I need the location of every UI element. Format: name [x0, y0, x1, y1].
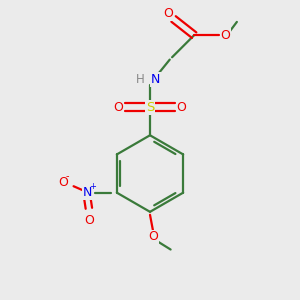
Text: O: O [148, 230, 158, 243]
Text: O: O [58, 176, 68, 189]
Text: H: H [136, 73, 145, 86]
Text: O: O [177, 101, 186, 114]
Text: O: O [114, 101, 123, 114]
Text: +: + [89, 182, 96, 191]
Text: O: O [84, 214, 94, 226]
Text: S: S [146, 101, 154, 114]
Text: O: O [221, 29, 231, 42]
Text: O: O [163, 7, 173, 20]
Text: N: N [151, 73, 160, 86]
Text: N: N [83, 186, 92, 199]
Text: -: - [65, 171, 69, 181]
